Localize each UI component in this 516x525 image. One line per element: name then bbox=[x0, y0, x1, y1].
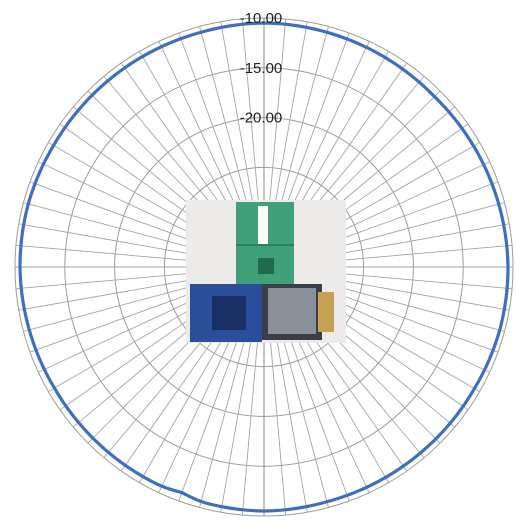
grid-spoke-51 bbox=[23, 279, 217, 332]
grid-spoke-19 bbox=[313, 270, 513, 290]
grid-spoke-35 bbox=[267, 316, 287, 516]
grid-spoke-55 bbox=[15, 244, 215, 264]
grid-spoke-67 bbox=[158, 41, 244, 223]
grid-spoke-1 bbox=[267, 18, 287, 218]
grid-spoke-4 bbox=[280, 32, 350, 221]
grid-spoke-34 bbox=[272, 315, 308, 513]
device-photo bbox=[186, 200, 346, 343]
grid-spoke-52 bbox=[18, 275, 216, 311]
grid-spoke-40 bbox=[178, 313, 248, 502]
series-0-line bbox=[18, 21, 510, 513]
grid-spoke-65 bbox=[120, 62, 236, 227]
grid-spoke-37 bbox=[241, 316, 261, 516]
grid-spoke-17 bbox=[313, 244, 513, 264]
grid-spoke-2 bbox=[272, 21, 308, 219]
grid-spoke-32 bbox=[280, 313, 350, 502]
grid-spoke-3 bbox=[276, 26, 329, 220]
grid-spoke-53 bbox=[15, 270, 215, 290]
grid-spoke-7 bbox=[292, 62, 408, 227]
grid-spoke-6 bbox=[288, 51, 389, 225]
grid-spoke-57 bbox=[23, 202, 217, 255]
r-tick-label: -15.00 bbox=[240, 60, 283, 77]
grid-spoke-38 bbox=[220, 315, 256, 513]
grid-spoke-71 bbox=[241, 18, 261, 218]
grid-spoke-56 bbox=[18, 223, 216, 259]
grid-spoke-66 bbox=[139, 51, 240, 225]
grid-spoke-70 bbox=[220, 21, 256, 219]
grid-spoke-5 bbox=[284, 41, 370, 223]
grid-spoke-69 bbox=[199, 26, 252, 220]
r-tick-label: -10.00 bbox=[240, 10, 283, 27]
grid-spoke-33 bbox=[276, 314, 329, 508]
r-tick-label: -20.00 bbox=[240, 110, 283, 127]
grid-spoke-39 bbox=[199, 314, 252, 508]
grid-spoke-68 bbox=[178, 32, 248, 221]
